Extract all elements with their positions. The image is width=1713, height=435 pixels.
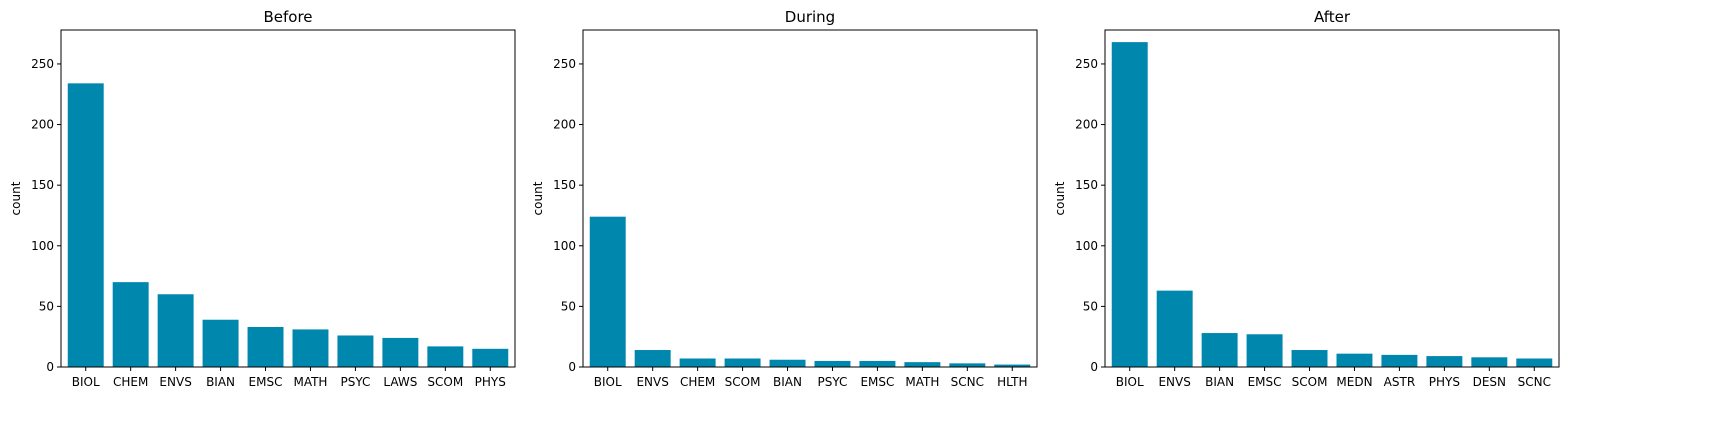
x-tick-label: CHEM bbox=[113, 375, 148, 389]
bar-phys bbox=[472, 348, 509, 367]
bar-medn bbox=[1336, 353, 1373, 367]
x-tick-label: MATH bbox=[905, 375, 939, 389]
x-tick-label: DESN bbox=[1473, 375, 1506, 389]
bar-scom bbox=[724, 358, 761, 367]
bar-chem bbox=[112, 282, 149, 367]
x-tick-label: BIOL bbox=[72, 375, 100, 389]
y-tick-label: 50 bbox=[39, 299, 54, 313]
chart-title: During bbox=[785, 8, 835, 26]
plot-frame bbox=[582, 29, 1038, 368]
bar-astr bbox=[1381, 354, 1418, 367]
y-tick-label: 0 bbox=[46, 360, 54, 374]
x-tick-label: PSYC bbox=[818, 375, 848, 389]
bar-scnc bbox=[1516, 358, 1553, 367]
y-tick-label: 50 bbox=[1083, 299, 1098, 313]
chart-panel-2: BIOL ENVS CHEM SCOM BIAN PSYC EMSC MATH SCNC HLTH… bbox=[531, 8, 1038, 389]
y-tick-label: 250 bbox=[1075, 57, 1098, 71]
y-tick-label: 150 bbox=[31, 178, 54, 192]
x-tick-label: SCOM bbox=[427, 375, 463, 389]
bar-laws bbox=[382, 337, 419, 367]
x-tick-label: EMSC bbox=[1248, 375, 1282, 389]
x-tick-label: MATH bbox=[293, 375, 327, 389]
y-tick-label: 100 bbox=[1075, 239, 1098, 253]
x-tick-label: SCNC bbox=[1518, 375, 1551, 389]
bar-scom bbox=[427, 346, 464, 367]
bar-envs bbox=[1156, 290, 1193, 367]
bar-scom bbox=[1291, 350, 1328, 367]
bar-envs bbox=[157, 294, 194, 367]
chart-panel-3: BIOL ENVS BIAN EMSC SCOM MEDN ASTR PHYS DESN SCNC… bbox=[1053, 8, 1560, 389]
bar-phys bbox=[1426, 356, 1463, 367]
bar-emsc bbox=[859, 360, 896, 367]
y-tick-label: 150 bbox=[1075, 178, 1098, 192]
bar-bian bbox=[1201, 333, 1238, 367]
x-tick-label: PSYC bbox=[340, 375, 370, 389]
y-tick-label: 150 bbox=[553, 178, 576, 192]
x-tick-label: LAWS bbox=[383, 375, 417, 389]
x-tick-label: SCNC bbox=[951, 375, 984, 389]
x-tick-label: EMSC bbox=[860, 375, 894, 389]
bar-envs bbox=[634, 350, 671, 367]
bar-psyc bbox=[814, 360, 851, 367]
plot-frame bbox=[1104, 29, 1560, 368]
x-tick-label: PHYS bbox=[1429, 375, 1460, 389]
x-tick-label: BIAN bbox=[206, 375, 235, 389]
x-tick-label: BIAN bbox=[1205, 375, 1234, 389]
y-tick-label: 0 bbox=[1090, 360, 1098, 374]
y-tick-label: 100 bbox=[31, 239, 54, 253]
bar-bian bbox=[769, 359, 806, 367]
y-tick-label: 100 bbox=[553, 239, 576, 253]
y-tick-label: 250 bbox=[553, 57, 576, 71]
x-tick-label: PHYS bbox=[475, 375, 506, 389]
bar-biol bbox=[589, 216, 626, 367]
bar-desn bbox=[1471, 357, 1508, 367]
bar-math bbox=[292, 329, 329, 367]
chart-title: After bbox=[1314, 8, 1351, 26]
bar-emsc bbox=[1246, 334, 1283, 367]
y-tick-label: 50 bbox=[561, 299, 576, 313]
x-tick-label: ENVS bbox=[1158, 375, 1190, 389]
x-tick-label: CHEM bbox=[680, 375, 715, 389]
y-axis-label: count bbox=[1053, 181, 1067, 215]
x-tick-label: HLTH bbox=[997, 375, 1027, 389]
y-tick-label: 250 bbox=[31, 57, 54, 71]
bar-chem bbox=[679, 358, 716, 367]
bar-bian bbox=[202, 319, 239, 367]
x-tick-label: ENVS bbox=[159, 375, 191, 389]
y-axis-label: count bbox=[531, 181, 545, 215]
bar-hlth bbox=[994, 364, 1031, 367]
bar-math bbox=[904, 362, 941, 367]
y-tick-label: 200 bbox=[31, 118, 54, 132]
x-tick-label: EMSC bbox=[249, 375, 283, 389]
y-axis-label: count bbox=[9, 181, 23, 215]
bar-scnc bbox=[949, 363, 986, 367]
x-tick-label: BIAN bbox=[773, 375, 802, 389]
chart-title: Before bbox=[263, 8, 312, 26]
bar-biol bbox=[1111, 42, 1148, 367]
y-tick-label: 200 bbox=[553, 118, 576, 132]
x-tick-label: MEDN bbox=[1336, 375, 1372, 389]
x-tick-label: BIOL bbox=[594, 375, 622, 389]
x-tick-label: ENVS bbox=[636, 375, 668, 389]
y-tick-label: 200 bbox=[1075, 118, 1098, 132]
x-tick-label: SCOM bbox=[1292, 375, 1328, 389]
x-tick-label: ASTR bbox=[1384, 375, 1416, 389]
x-tick-label: BIOL bbox=[1116, 375, 1144, 389]
chart-panel-1: BIOL CHEM ENVS BIAN EMSC MATH PSYC LAWS SCOM PHYS… bbox=[9, 8, 516, 389]
y-tick-label: 0 bbox=[568, 360, 576, 374]
bar-biol bbox=[67, 83, 104, 367]
bar-psyc bbox=[337, 335, 374, 367]
x-tick-label: SCOM bbox=[725, 375, 761, 389]
bar-emsc bbox=[247, 326, 284, 367]
plot-frame bbox=[60, 29, 516, 368]
